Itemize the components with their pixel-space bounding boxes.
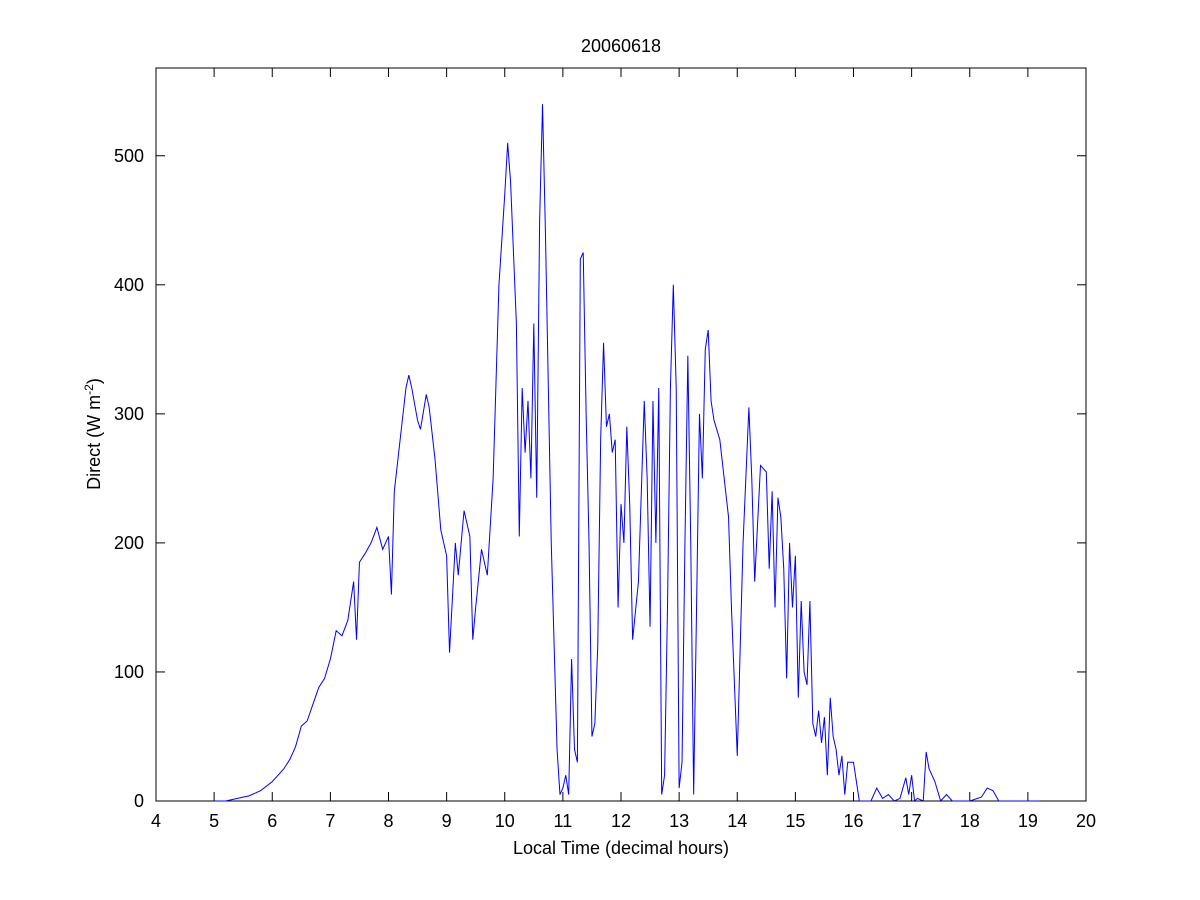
x-tick-label: 8 (383, 811, 393, 831)
y-tick-label: 200 (114, 533, 144, 553)
x-tick-label: 6 (267, 811, 277, 831)
x-tick-label: 15 (785, 811, 805, 831)
y-axis-label: Direct (W m-2) (82, 378, 104, 490)
x-tick-label: 11 (554, 811, 573, 831)
x-tick-label: 7 (325, 811, 335, 831)
x-axis-label: Local Time (decimal hours) (513, 838, 729, 858)
x-tick-label: 13 (669, 811, 689, 831)
x-tick-label: 16 (843, 811, 863, 831)
y-tick-label: 100 (114, 662, 144, 682)
y-axis-label-end: ) (84, 378, 104, 384)
x-tick-label: 14 (727, 811, 747, 831)
y-tick-label: 0 (134, 791, 144, 811)
x-tick-label: 18 (960, 811, 980, 831)
x-tick-label: 9 (442, 811, 452, 831)
x-tick-label: 17 (902, 811, 922, 831)
y-tick-label: 500 (114, 146, 144, 166)
plot-box (155, 67, 1087, 802)
data-line (214, 104, 1040, 803)
y-axis-label-sup: -2 (82, 384, 96, 395)
x-tick-label: 12 (611, 811, 631, 831)
x-tick-label: 10 (495, 811, 515, 831)
y-axis-label-main: Direct (W m (84, 395, 104, 490)
x-tick-label: 4 (151, 811, 161, 831)
x-tick-label: 19 (1018, 811, 1038, 831)
x-tick-label: 20 (1076, 811, 1096, 831)
chart-title: 20060618 (581, 36, 661, 56)
y-tick-label: 400 (114, 275, 144, 295)
y-tick-label: 300 (114, 404, 144, 424)
x-tick-label: 5 (209, 811, 219, 831)
